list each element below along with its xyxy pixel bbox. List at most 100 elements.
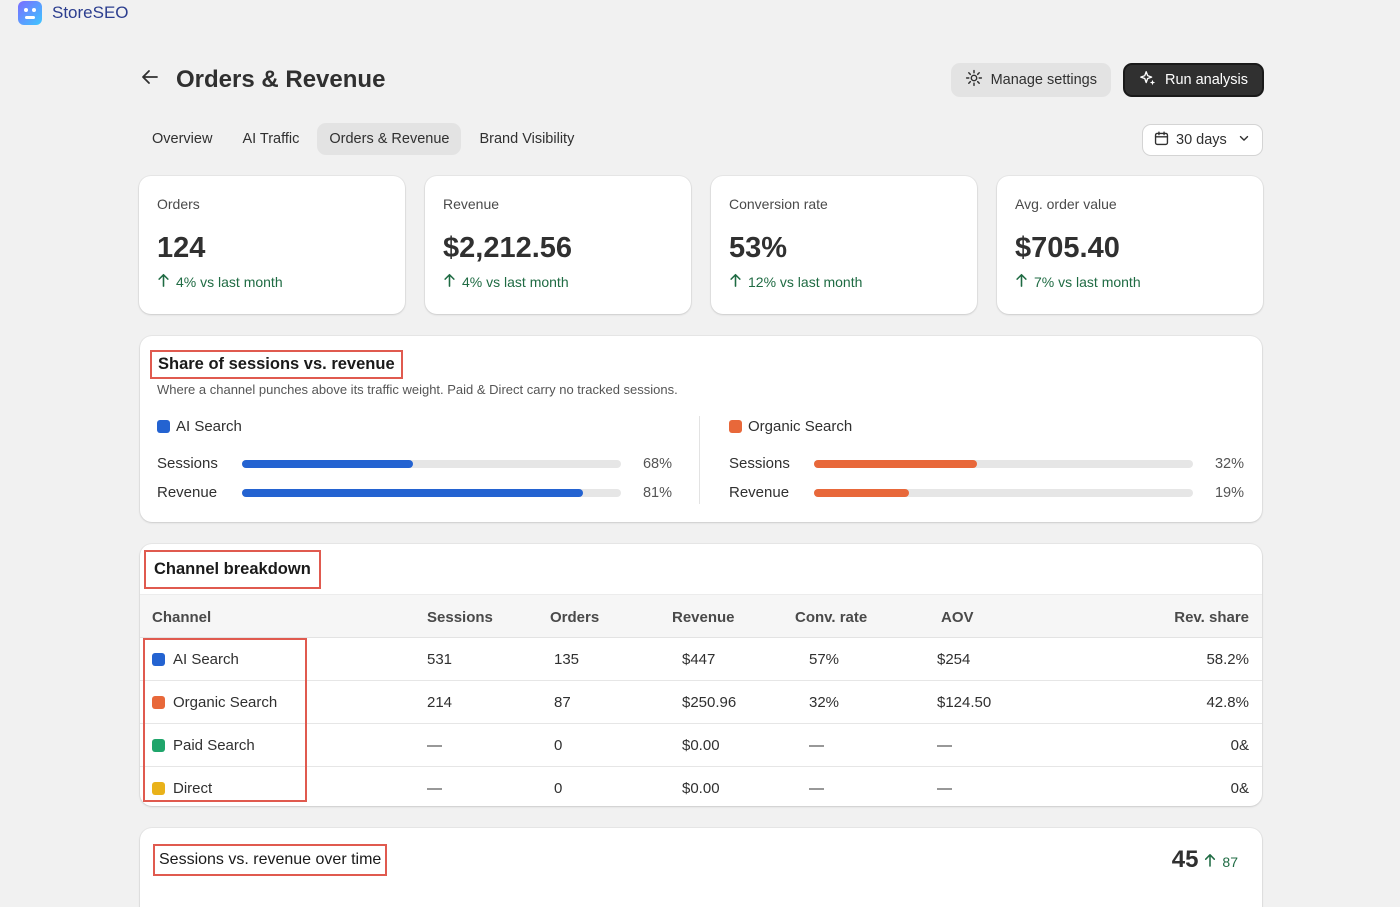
breakdown-title: Channel breakdown	[144, 550, 321, 589]
metric-delta-text: 4% vs last month	[176, 273, 283, 290]
revenue-bar-row: Revenue 19%	[729, 484, 1244, 501]
metric-delta: 7% vs last month	[1015, 273, 1245, 290]
table-row[interactable]: Organic Search 214 87 $250.96 32% $124.5…	[140, 681, 1262, 724]
table-row[interactable]: Direct — 0 $0.00 — — 0&	[140, 767, 1262, 806]
arrow-up-icon	[443, 273, 456, 290]
channel-name: Organic Search	[748, 418, 853, 435]
sessions-cell: 214	[427, 694, 453, 711]
conv-rate-cell: —	[809, 780, 824, 797]
aov-cell: —	[937, 780, 952, 797]
timeline-title: Sessions vs. revenue over time	[153, 844, 388, 876]
manage-settings-button[interactable]: Manage settings	[950, 63, 1111, 97]
bar-track	[814, 459, 1193, 468]
channel-swatch	[152, 696, 165, 709]
share-channel-ai-search: AI Search Sessions 68% Revenue 81%	[157, 418, 672, 501]
sessions-cell: 531	[427, 651, 453, 668]
arrow-up-icon	[157, 273, 170, 290]
back-arrow-icon[interactable]	[140, 67, 176, 93]
bar-percent: 81%	[642, 484, 672, 501]
rev-share-cell: 58.2%	[1206, 651, 1249, 668]
channel-name: Paid Search	[173, 737, 255, 754]
chevron-down-icon	[1237, 131, 1251, 149]
timeline-delta: 87	[1222, 854, 1238, 870]
bar-fill	[814, 488, 909, 497]
aov-cell: $124.50	[937, 694, 992, 711]
metric-value: $705.40	[1015, 232, 1120, 264]
channel-name: Direct	[173, 780, 213, 797]
app-topbar: StoreSEO	[18, 0, 129, 26]
date-range-select[interactable]: 30 days	[1142, 124, 1263, 156]
bar-fill	[814, 459, 977, 468]
run-analysis-button[interactable]: Run analysis	[1122, 63, 1264, 97]
sessions-bar-row: Sessions 68%	[157, 455, 672, 472]
tab-brand-visibility[interactable]: Brand Visibility	[479, 131, 575, 147]
timeline-stat: 45 87	[1172, 846, 1238, 874]
column-header: Rev. share	[1174, 609, 1249, 626]
legend-swatch	[157, 420, 170, 433]
tab-orders-revenue[interactable]: Orders & Revenue	[317, 123, 462, 155]
share-title: Share of sessions vs. revenue	[150, 350, 403, 379]
metric-delta: 4% vs last month	[157, 273, 387, 290]
tab-ai-traffic[interactable]: AI Traffic	[242, 131, 300, 147]
bar-label: Revenue	[729, 484, 790, 501]
channel-cell: AI Search	[152, 651, 239, 668]
metric-value: 124	[157, 232, 206, 264]
sessions-revenue-over-time-card: Sessions vs. revenue over time 45 87	[140, 828, 1262, 907]
conv-rate-cell: 32%	[809, 694, 840, 711]
orders-cell: 87	[554, 694, 571, 711]
divider	[699, 416, 700, 504]
tab-overview[interactable]: Overview	[152, 131, 213, 147]
bar-label: Revenue	[157, 484, 218, 501]
bar-track	[242, 459, 621, 468]
bar-percent: 19%	[1214, 484, 1244, 501]
metric-delta-text: 7% vs last month	[1034, 273, 1141, 290]
bar-fill	[242, 459, 413, 468]
metric-delta: 12% vs last month	[729, 273, 959, 290]
rev-share-cell: 42.8%	[1206, 694, 1249, 711]
share-channel-organic-search: Organic Search Sessions 32% Revenue 19%	[729, 418, 1244, 501]
metric-card-orders: Orders 124 4% vs last month	[139, 176, 405, 314]
orders-cell: 0	[554, 780, 563, 797]
sessions-bar-row: Sessions 32%	[729, 455, 1244, 472]
channel-column-highlight	[143, 638, 307, 802]
metric-delta-text: 12% vs last month	[748, 273, 863, 290]
column-header: Orders	[550, 609, 600, 626]
metric-delta-text: 4% vs last month	[462, 273, 569, 290]
legend-swatch	[729, 420, 742, 433]
channel-cell: Organic Search	[152, 694, 277, 711]
channel-name: AI Search	[173, 651, 239, 668]
arrow-up-icon	[1015, 273, 1028, 290]
orders-cell: 0	[554, 737, 563, 754]
column-header: Conv. rate	[795, 609, 868, 626]
metric-label: Revenue	[443, 196, 500, 212]
page-title: Orders & Revenue	[176, 66, 386, 93]
metric-label: Avg. order value	[1015, 196, 1117, 212]
revenue-bar-row: Revenue 81%	[157, 484, 672, 501]
metric-card-revenue: Revenue $2,212.56 4% vs last month	[425, 176, 691, 314]
channel-swatch	[152, 782, 165, 795]
channel-breakdown-card: Channel breakdown Channel Sessions Order…	[140, 544, 1262, 806]
revenue-cell: $447	[682, 651, 716, 668]
bar-track	[814, 488, 1193, 497]
bar-percent: 32%	[1214, 455, 1244, 472]
orders-cell: 135	[554, 651, 580, 668]
table-row[interactable]: AI Search 531 135 $447 57% $254 58.2%	[140, 638, 1262, 681]
page-header: Orders & Revenue Manage settings Run ana…	[140, 60, 1264, 100]
column-header: Sessions	[427, 609, 493, 626]
calendar-icon	[1153, 130, 1170, 151]
date-range-label: 30 days	[1176, 132, 1227, 148]
metric-value: $2,212.56	[443, 232, 573, 264]
manage-settings-label: Manage settings	[990, 72, 1097, 88]
channel-cell: Direct	[152, 780, 212, 797]
arrow-up-icon	[729, 273, 742, 290]
revenue-cell: $0.00	[682, 737, 720, 754]
revenue-cell: $0.00	[682, 780, 720, 797]
bar-fill	[242, 488, 584, 497]
metric-delta: 4% vs last month	[443, 273, 673, 290]
rev-share-cell: 0&	[1230, 737, 1249, 754]
metric-label: Orders	[157, 196, 200, 212]
column-header: Channel	[152, 609, 212, 626]
metric-card-conversion-rate: Conversion rate 53% 12% vs last month	[711, 176, 977, 314]
storeseo-logo-icon	[18, 1, 42, 25]
table-row[interactable]: Paid Search — 0 $0.00 — — 0&	[140, 724, 1262, 767]
